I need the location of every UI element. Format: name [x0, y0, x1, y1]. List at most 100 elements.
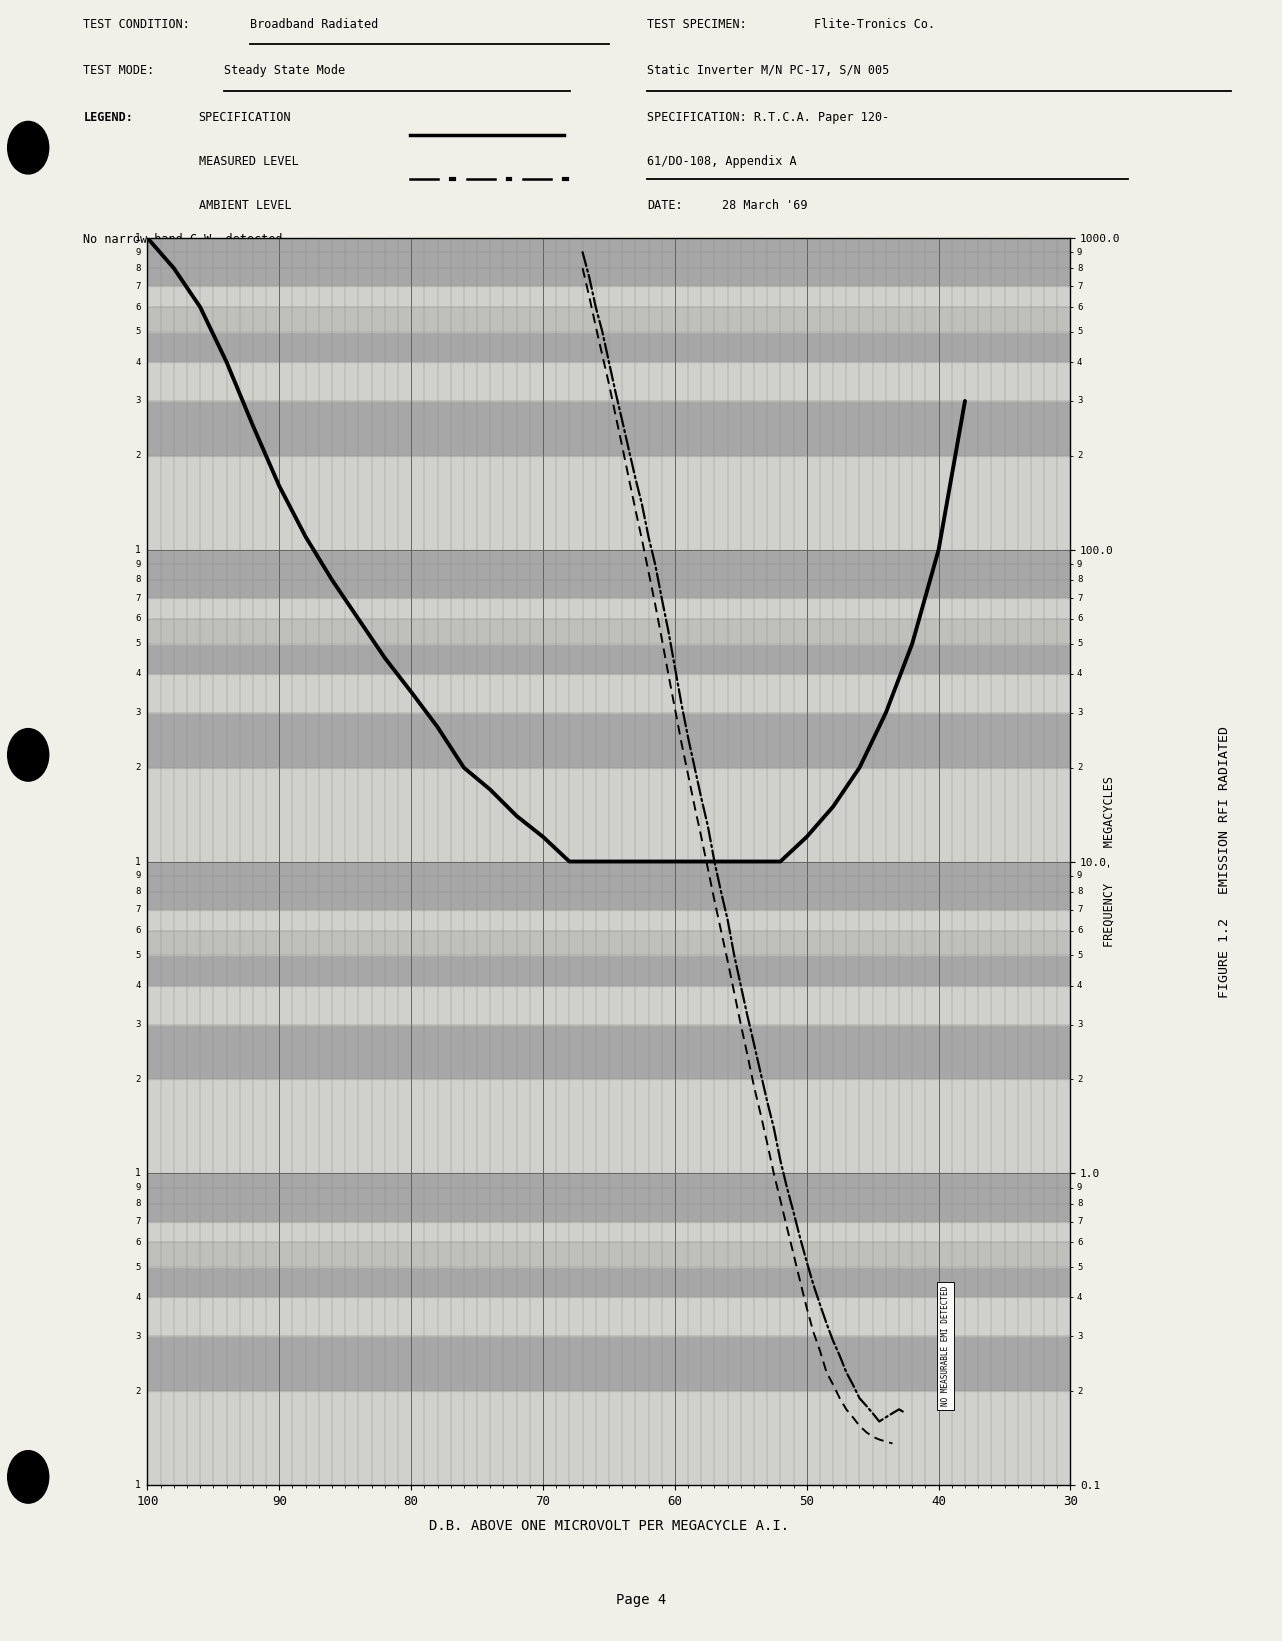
Bar: [147, 619, 1070, 674]
Text: 5: 5: [1077, 1262, 1082, 1272]
Text: 2: 2: [1077, 451, 1082, 461]
Text: 5: 5: [1077, 327, 1082, 336]
Text: MEASURED LEVEL: MEASURED LEVEL: [199, 156, 299, 167]
Text: 9: 9: [1077, 871, 1082, 880]
Bar: [147, 1336, 1070, 1392]
Text: 9: 9: [1077, 248, 1082, 256]
Text: Steady State Mode: Steady State Mode: [224, 64, 345, 77]
Text: 7: 7: [136, 282, 141, 290]
Text: FIGURE 1.2   EMISSION RFI RADIATED: FIGURE 1.2 EMISSION RFI RADIATED: [1218, 725, 1231, 998]
Bar: [147, 1392, 1070, 1485]
Text: 9: 9: [136, 248, 141, 256]
Bar: [147, 909, 1070, 955]
Text: 9: 9: [1077, 1183, 1082, 1191]
Text: 3: 3: [1077, 397, 1082, 405]
Text: 4: 4: [1077, 981, 1082, 990]
Text: 8: 8: [136, 888, 141, 896]
Text: 8: 8: [136, 1200, 141, 1208]
Text: 2: 2: [136, 1075, 141, 1085]
Text: 3: 3: [136, 1021, 141, 1029]
Text: 3: 3: [136, 1332, 141, 1341]
Text: 8: 8: [1077, 1200, 1082, 1208]
Text: 61/DO-108, Appendix A: 61/DO-108, Appendix A: [647, 156, 797, 167]
Text: Flite-Tronics Co.: Flite-Tronics Co.: [814, 18, 935, 31]
Text: 1: 1: [135, 1168, 141, 1178]
Text: DATE:: DATE:: [647, 199, 683, 212]
Text: 9: 9: [1077, 560, 1082, 568]
Bar: [147, 456, 1070, 550]
Text: NO MEASURABLE EMI DETECTED: NO MEASURABLE EMI DETECTED: [941, 1285, 950, 1406]
Text: 4: 4: [136, 358, 141, 366]
Text: 2: 2: [136, 763, 141, 773]
Bar: [147, 400, 1070, 456]
Text: 9: 9: [136, 871, 141, 880]
Bar: [147, 1173, 1070, 1221]
Text: 3: 3: [1077, 1332, 1082, 1341]
Bar: [147, 1024, 1070, 1080]
Text: 3: 3: [1077, 709, 1082, 717]
Text: 3: 3: [136, 709, 141, 717]
Bar: [147, 1242, 1070, 1298]
Text: TEST SPECIMEN:: TEST SPECIMEN:: [647, 18, 747, 31]
Text: 5: 5: [1077, 638, 1082, 648]
Bar: [147, 1298, 1070, 1336]
Text: 6: 6: [136, 926, 141, 935]
Text: 8: 8: [1077, 264, 1082, 272]
Text: 7: 7: [1077, 282, 1082, 290]
Text: 1: 1: [135, 233, 141, 243]
Bar: [147, 363, 1070, 400]
Bar: [147, 1080, 1070, 1173]
Bar: [147, 307, 1070, 363]
Text: LEGEND:: LEGEND:: [83, 110, 133, 123]
Bar: [147, 930, 1070, 986]
Text: 6: 6: [1077, 302, 1082, 312]
Text: 6: 6: [1077, 1237, 1082, 1247]
Text: 9: 9: [136, 560, 141, 568]
Text: 8: 8: [1077, 888, 1082, 896]
Text: 9: 9: [136, 1183, 141, 1191]
Text: 7: 7: [136, 594, 141, 602]
X-axis label: D.B. ABOVE ONE MICROVOLT PER MEGACYCLE A.I.: D.B. ABOVE ONE MICROVOLT PER MEGACYCLE A…: [429, 1520, 788, 1533]
Text: 3: 3: [1077, 1021, 1082, 1029]
Text: 5: 5: [136, 1262, 141, 1272]
Text: 4: 4: [136, 1293, 141, 1301]
Text: 2: 2: [136, 451, 141, 461]
Text: 6: 6: [1077, 614, 1082, 624]
Bar: [147, 862, 1070, 909]
Text: 4: 4: [136, 670, 141, 678]
Text: 7: 7: [136, 1218, 141, 1226]
Bar: [147, 712, 1070, 768]
Text: 8: 8: [136, 264, 141, 272]
Text: 5: 5: [136, 327, 141, 336]
Bar: [147, 597, 1070, 643]
Bar: [147, 768, 1070, 862]
Text: Page 4: Page 4: [615, 1593, 667, 1607]
Text: 6: 6: [136, 302, 141, 312]
Text: 2: 2: [1077, 1075, 1082, 1085]
Text: FREQUENCY  -  MEGACYCLES: FREQUENCY - MEGACYCLES: [1103, 776, 1115, 947]
Text: 5: 5: [136, 638, 141, 648]
Text: 7: 7: [1077, 1218, 1082, 1226]
Text: 2: 2: [1077, 1387, 1082, 1396]
Text: 2: 2: [1077, 763, 1082, 773]
Text: 1: 1: [135, 545, 141, 555]
Text: TEST CONDITION:: TEST CONDITION:: [83, 18, 190, 31]
Text: 1: 1: [135, 857, 141, 866]
Bar: [147, 286, 1070, 331]
Text: SPECIFICATION: SPECIFICATION: [199, 110, 291, 123]
Text: Static Inverter M/N PC-17, S/N 005: Static Inverter M/N PC-17, S/N 005: [647, 64, 890, 77]
Bar: [147, 550, 1070, 597]
Text: 3: 3: [136, 397, 141, 405]
Bar: [147, 674, 1070, 712]
Text: 8: 8: [136, 576, 141, 584]
Text: 2: 2: [136, 1387, 141, 1396]
Text: 8: 8: [1077, 576, 1082, 584]
Text: 7: 7: [1077, 906, 1082, 914]
Text: 6: 6: [136, 614, 141, 624]
Text: 5: 5: [136, 950, 141, 960]
Text: SPECIFICATION: R.T.C.A. Paper 120-: SPECIFICATION: R.T.C.A. Paper 120-: [647, 110, 890, 123]
Text: 7: 7: [1077, 594, 1082, 602]
Text: 28 March '69: 28 March '69: [722, 199, 808, 212]
Text: 4: 4: [1077, 670, 1082, 678]
Text: 6: 6: [1077, 926, 1082, 935]
